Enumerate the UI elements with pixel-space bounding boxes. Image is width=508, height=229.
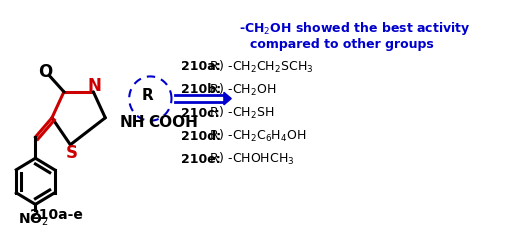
Text: N: N [87, 77, 101, 95]
Text: R) -CH$_2$SH: R) -CH$_2$SH [206, 104, 274, 120]
Text: R) -CH$_2$C$_6$H$_4$OH: R) -CH$_2$C$_6$H$_4$OH [206, 128, 306, 144]
Text: R) -CH$_2$CH$_2$SCH$_3$: R) -CH$_2$CH$_2$SCH$_3$ [206, 59, 313, 75]
Text: R) -CHOHCH$_3$: R) -CHOHCH$_3$ [206, 150, 294, 166]
Text: S: S [65, 144, 77, 162]
Text: COOH: COOH [148, 115, 199, 130]
Text: R: R [142, 88, 153, 103]
Text: 210a:: 210a: [181, 60, 220, 73]
Polygon shape [224, 93, 231, 105]
Text: 210b:: 210b: [181, 83, 221, 96]
Text: compared to other groups: compared to other groups [249, 38, 433, 51]
Text: O: O [39, 62, 53, 80]
Text: 210d:: 210d: [181, 129, 221, 142]
Text: 210c:: 210c: [181, 106, 219, 119]
Text: 210a-e: 210a-e [29, 207, 83, 221]
Text: NH: NH [120, 115, 145, 130]
Text: 210e:: 210e: [181, 152, 220, 165]
Text: R) -CH$_2$OH: R) -CH$_2$OH [206, 82, 276, 98]
Text: NO$_2$: NO$_2$ [18, 211, 49, 227]
Text: -CH$_2$OH showed the best activity: -CH$_2$OH showed the best activity [239, 20, 470, 37]
